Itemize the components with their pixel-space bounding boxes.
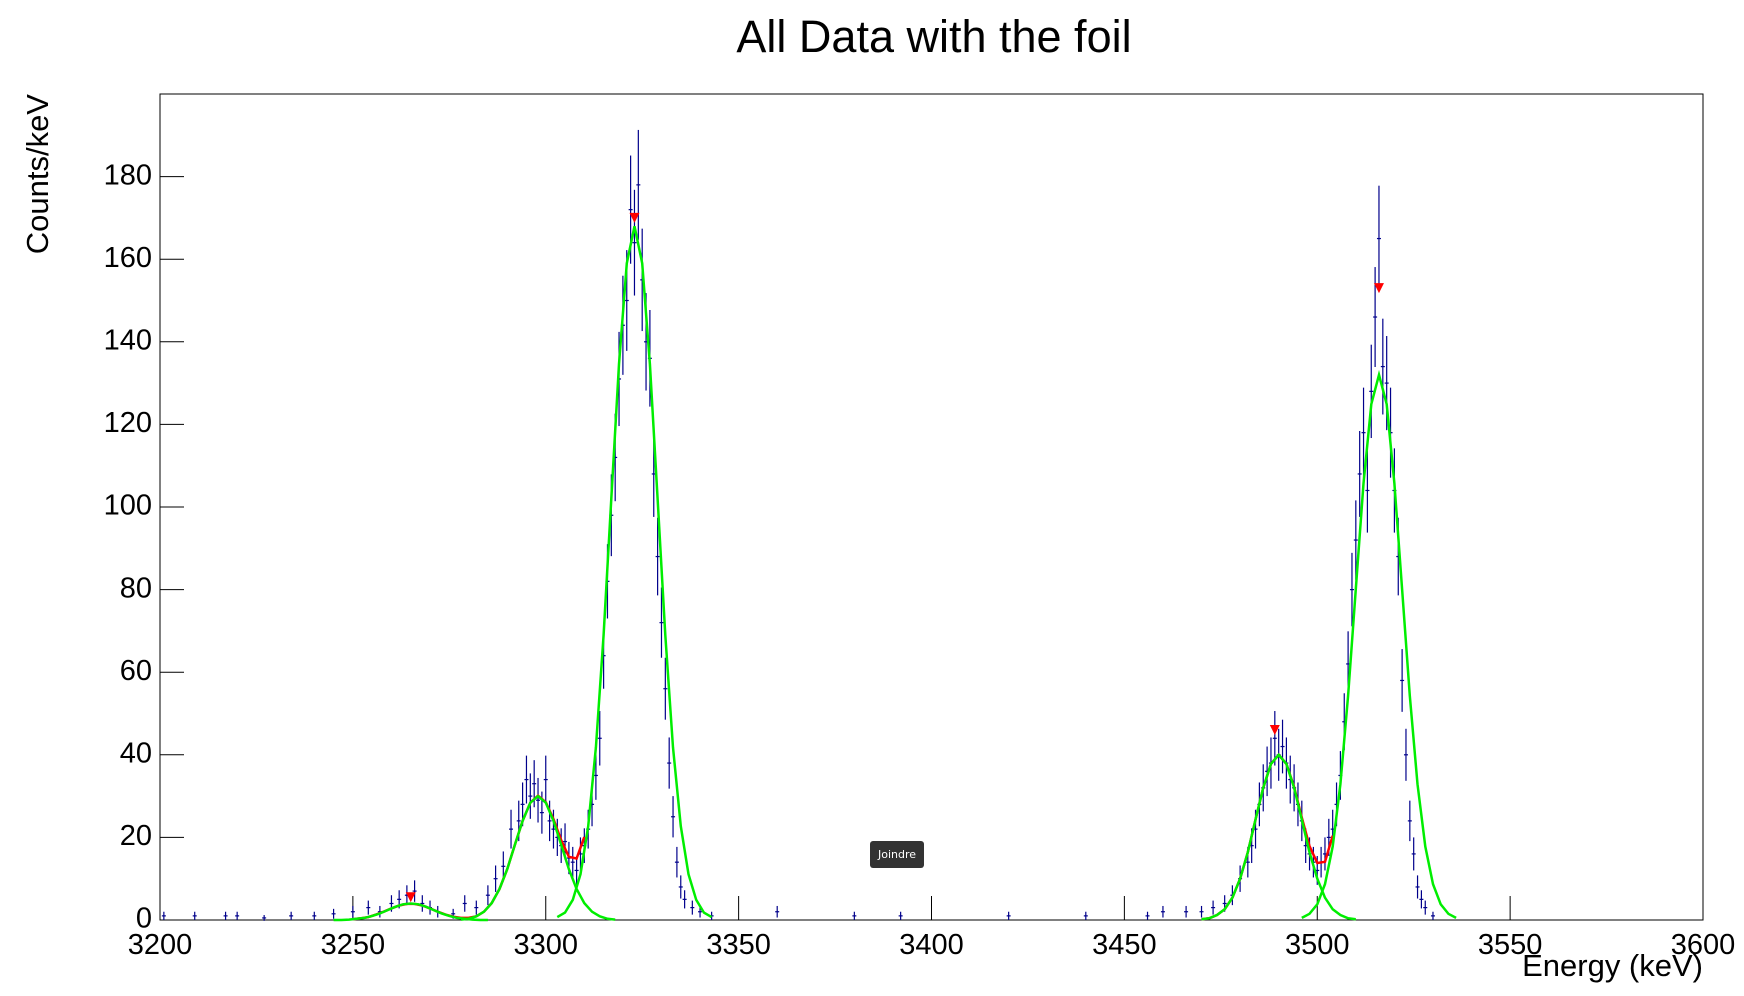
x-tick-label: 3400 xyxy=(899,929,964,961)
y-tick-label: 20 xyxy=(120,820,152,852)
y-tick-label: 60 xyxy=(120,655,152,687)
y-tick-label: 120 xyxy=(104,407,152,439)
tooltip-button[interactable]: Joindre xyxy=(870,841,925,868)
x-tick-label: 3550 xyxy=(1478,929,1543,961)
fit-curve xyxy=(460,794,616,921)
x-axis-label: Energy (keV) xyxy=(1522,948,1703,983)
y-tick-label: 140 xyxy=(104,324,152,356)
y-tick-label: 160 xyxy=(104,242,152,274)
fit-curve xyxy=(1301,369,1457,920)
y-axis-label: Counts/keV xyxy=(20,94,55,255)
y-tick-label: 0 xyxy=(136,903,152,935)
peak-marker xyxy=(1373,283,1384,294)
peak-marker xyxy=(405,892,416,903)
x-tick-label: 3600 xyxy=(1671,929,1736,961)
x-tick-label: 3350 xyxy=(706,929,771,961)
chart-title: All Data with the foil xyxy=(736,11,1131,62)
y-tick-label: 40 xyxy=(120,737,152,769)
x-tick-label: 3300 xyxy=(513,929,578,961)
x-tick-label: 3450 xyxy=(1092,929,1157,961)
peak-marker xyxy=(1269,725,1280,736)
x-tick-label: 3500 xyxy=(1285,929,1350,961)
fit-curve xyxy=(556,225,713,919)
y-tick-label: 180 xyxy=(104,159,152,191)
x-tick-label: 3200 xyxy=(128,929,193,961)
x-tick-label: 3250 xyxy=(321,929,386,961)
fit-curve xyxy=(1201,752,1356,921)
peak-marker xyxy=(629,212,640,223)
y-tick-label: 100 xyxy=(104,490,152,522)
y-tick-label: 80 xyxy=(120,572,152,604)
